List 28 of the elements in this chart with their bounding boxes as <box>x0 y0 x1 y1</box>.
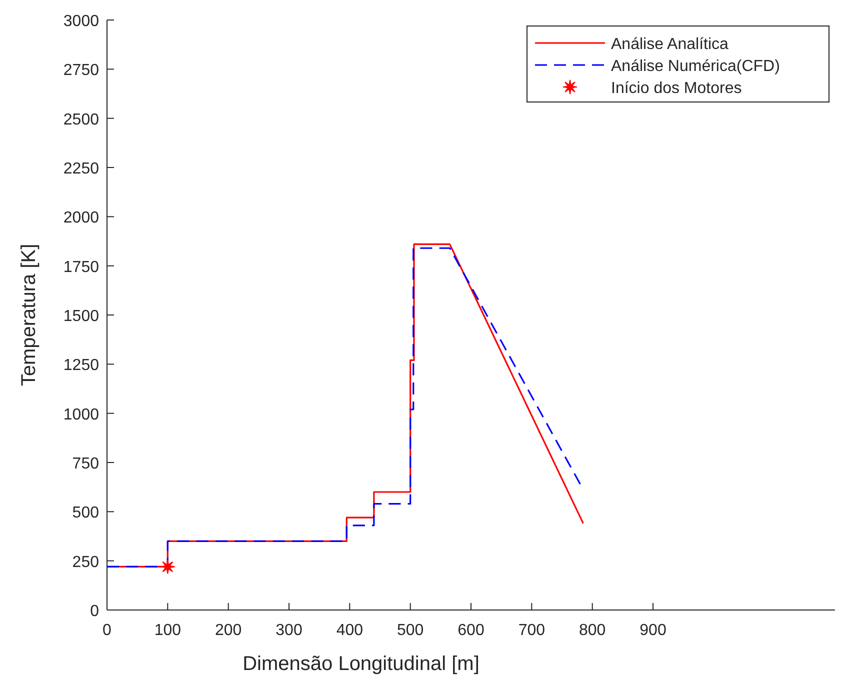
x-tick-label: 900 <box>640 622 666 639</box>
legend-label: Análise Numérica(CFD) <box>611 58 780 75</box>
x-tick-label: 600 <box>458 622 484 639</box>
y-tick-label: 2500 <box>63 111 100 128</box>
y-tick-label: 2250 <box>63 160 100 178</box>
y-axis-title: Temperatura [K] <box>18 244 40 386</box>
x-tick-label: 500 <box>396 622 424 639</box>
y-tick-label: 2750 <box>63 62 100 80</box>
x-tick-label: 700 <box>518 622 546 639</box>
y-tick-label: 3000 <box>63 13 100 30</box>
y-tick-label: 1250 <box>63 357 100 374</box>
y-tick-label: 750 <box>72 456 100 472</box>
legend-label: Início dos Motores <box>611 80 742 97</box>
y-tick-label: 0 <box>90 603 100 620</box>
x-axis-title: Dimensão Longitudinal [m] <box>242 653 480 675</box>
x-tick-label: 200 <box>214 622 242 639</box>
x-tick-label: 400 <box>336 622 364 639</box>
y-tick-label: 1750 <box>63 258 100 276</box>
y-tick-label: 1500 <box>63 308 100 325</box>
y-tick-label: 500 <box>72 504 100 522</box>
x-tick-label: 100 <box>154 622 182 639</box>
y-tick-label: 2000 <box>63 210 100 227</box>
x-tick-label: 800 <box>578 622 606 639</box>
y-tick-label: 250 <box>72 554 100 571</box>
x-tick-label: 300 <box>276 622 302 639</box>
x-tick-label: 0 <box>102 622 112 639</box>
legend-label: Análise Analítica <box>611 36 729 53</box>
y-tick-label: 1000 <box>63 406 100 424</box>
